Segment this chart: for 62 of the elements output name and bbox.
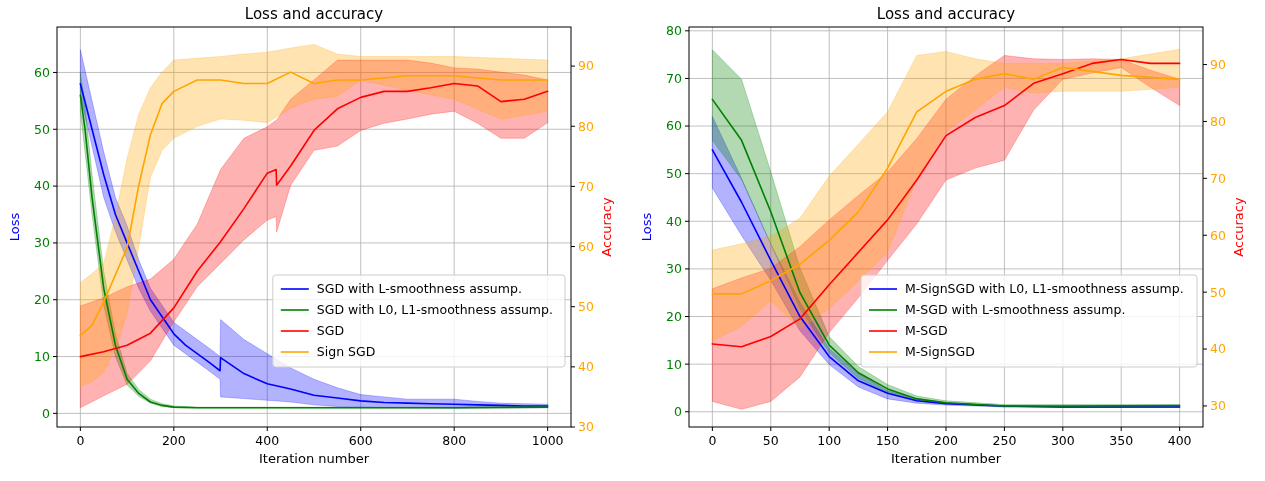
y2-tick-label: 70 [1210,170,1226,186]
y2-axis-title: Accuracy [599,197,614,257]
legend-label: M-SignSGD [905,344,975,359]
y-tick-label: 0 [42,405,51,421]
x-tick-label: 100 [817,433,842,448]
y2-tick-label: 60 [578,238,594,254]
y-tick-label: 60 [666,118,683,134]
chart-title: Loss and accuracy [244,5,384,23]
y-tick-label: 60 [34,64,51,80]
legend-label: SGD [316,323,345,338]
legend-label: SGD with L-smoothness assump. [316,281,522,296]
x-tick-label: 1000 [531,433,564,448]
y-tick-label: 50 [34,121,51,137]
x-tick-label: 50 [762,433,779,448]
y-tick-label: 40 [666,213,683,229]
x-tick-label: 250 [992,433,1017,448]
y-tick-label: 50 [666,166,683,182]
x-tick-label: 600 [348,433,373,448]
x-axis-title: Iteration number [890,451,1002,466]
y2-tick-label: 70 [578,178,594,194]
y2-tick-label: 90 [578,58,594,74]
x-tick-label: 350 [1109,433,1134,448]
y2-tick-label: 40 [1210,341,1226,357]
line-series [711,66,1181,295]
y-axis-title: Loss [7,212,22,242]
x-tick-label: 400 [1167,433,1192,448]
y2-tick-label: 90 [1210,56,1226,72]
x-tick-label: 400 [255,433,280,448]
y-tick-label: 30 [666,261,683,277]
x-tick-label: 200 [161,433,186,448]
y2-tick-label: 80 [578,118,594,134]
y2-tick-label: 80 [1210,113,1226,129]
chart-title: Loss and accuracy [876,5,1016,23]
legend-label: Sign SGD [316,344,376,359]
y-tick-label: 40 [34,178,51,194]
y-tick-label: 0 [674,404,683,420]
x-tick-label: 200 [934,433,958,448]
y2-axis-title: Accuracy [1231,197,1246,257]
legend-label: SGD with L0, L1-smoothness assump. [316,302,553,317]
x-axis-title: Iteration number [258,451,370,466]
x-tick-label: 0 [76,433,85,448]
y-tick-label: 10 [666,356,683,372]
y-tick-label: 30 [34,235,51,251]
y-tick-label: 10 [34,348,51,364]
x-tick-label: 0 [708,433,717,448]
y-tick-label: 80 [666,23,683,39]
legend-label: M-SignSGD with L0, L1-smoothness assump. [905,281,1184,296]
y2-tick-label: 60 [1210,227,1226,243]
y2-tick-label: 50 [578,299,594,315]
legend-label: M-SGD [905,323,948,338]
y2-tick-label: 30 [1210,398,1226,414]
x-tick-label: 800 [442,433,467,448]
x-tick-label: 150 [875,433,900,448]
legend-label: M-SGD with L-smoothness assump. [905,302,1126,317]
y-tick-label: 20 [34,292,51,308]
y-tick-label: 20 [666,308,683,324]
y-axis-title: Loss [639,212,654,242]
y2-tick-label: 50 [1210,284,1226,300]
y-tick-label: 70 [666,70,683,86]
y2-tick-label: 30 [578,419,594,435]
y2-tick-label: 40 [578,359,594,375]
x-tick-label: 300 [1050,433,1075,448]
